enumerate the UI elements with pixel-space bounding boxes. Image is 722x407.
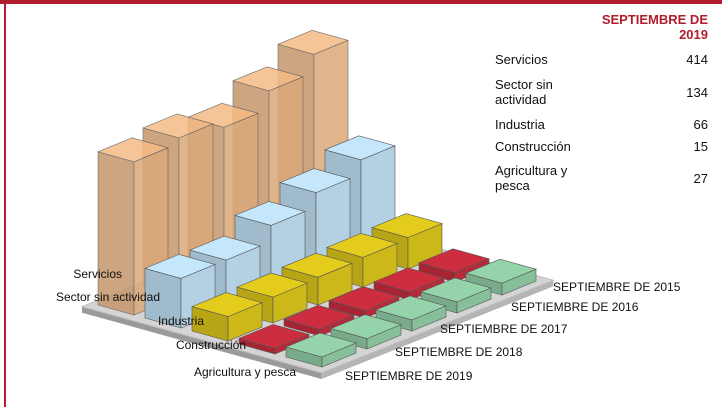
bar-face xyxy=(144,254,216,279)
bar xyxy=(285,332,357,368)
legend-header: SEPTIEMBRE DE 2019 xyxy=(601,12,708,42)
legend-label: Construcción xyxy=(495,139,571,154)
bar-face xyxy=(418,248,490,274)
bar-face xyxy=(189,235,261,261)
bar-face xyxy=(281,252,353,278)
bar xyxy=(238,324,310,355)
period-label: SEPTIEMBRE DE 2019 xyxy=(345,369,473,383)
bar xyxy=(191,292,263,342)
legend-value: 66 xyxy=(693,117,708,132)
bar-face xyxy=(373,267,445,293)
legend-value: 27 xyxy=(693,171,708,186)
period-label: SEPTIEMBRE DE 2018 xyxy=(395,345,523,359)
bar xyxy=(375,295,447,332)
period-label: SEPTIEMBRE DE 2015 xyxy=(553,280,681,294)
bar xyxy=(328,286,400,319)
legend-value: 134 xyxy=(686,85,708,100)
bar-face xyxy=(236,272,308,298)
platform-side xyxy=(82,306,322,379)
sector-label: Servicios xyxy=(73,267,122,281)
bar-face xyxy=(238,324,310,349)
bar xyxy=(418,248,490,283)
bar xyxy=(420,277,492,314)
legend-label: Sector sin actividad xyxy=(495,77,553,107)
bar-face xyxy=(279,168,351,193)
bar-face xyxy=(191,292,263,317)
bar-face xyxy=(277,29,349,55)
sector-label: Construcción xyxy=(176,338,246,352)
left-border xyxy=(4,0,6,407)
sector-label: Sector sin actividad xyxy=(56,290,160,304)
bar-face xyxy=(234,201,306,226)
bar-face xyxy=(420,277,492,303)
sector-label: Agricultura y pesca xyxy=(194,365,296,379)
legend-label: Servicios xyxy=(495,52,548,67)
platform-side xyxy=(321,280,554,379)
bar-face xyxy=(371,213,443,238)
bar-face xyxy=(465,258,537,284)
bar-face xyxy=(375,295,447,321)
bar-face xyxy=(326,233,398,258)
period-label: SEPTIEMBRE DE 2016 xyxy=(511,300,639,314)
bar-face xyxy=(324,135,396,161)
legend-value: 15 xyxy=(693,139,708,154)
bar xyxy=(330,314,402,350)
bar-face xyxy=(283,304,355,330)
legend-value: 414 xyxy=(686,52,708,67)
bar-face xyxy=(232,66,304,92)
bar-face xyxy=(285,332,357,358)
top-border xyxy=(0,0,722,4)
bar xyxy=(465,258,537,296)
bar-face xyxy=(330,314,402,339)
bar-face xyxy=(142,113,214,139)
bar-face xyxy=(328,286,400,311)
legend-label: Industria xyxy=(495,117,545,132)
bar-face xyxy=(97,137,169,163)
period-label: SEPTIEMBRE DE 2017 xyxy=(440,322,568,336)
legend-label: Agricultura y pesca xyxy=(495,163,568,193)
bar xyxy=(283,304,355,337)
sector-label: Industria xyxy=(158,314,204,328)
